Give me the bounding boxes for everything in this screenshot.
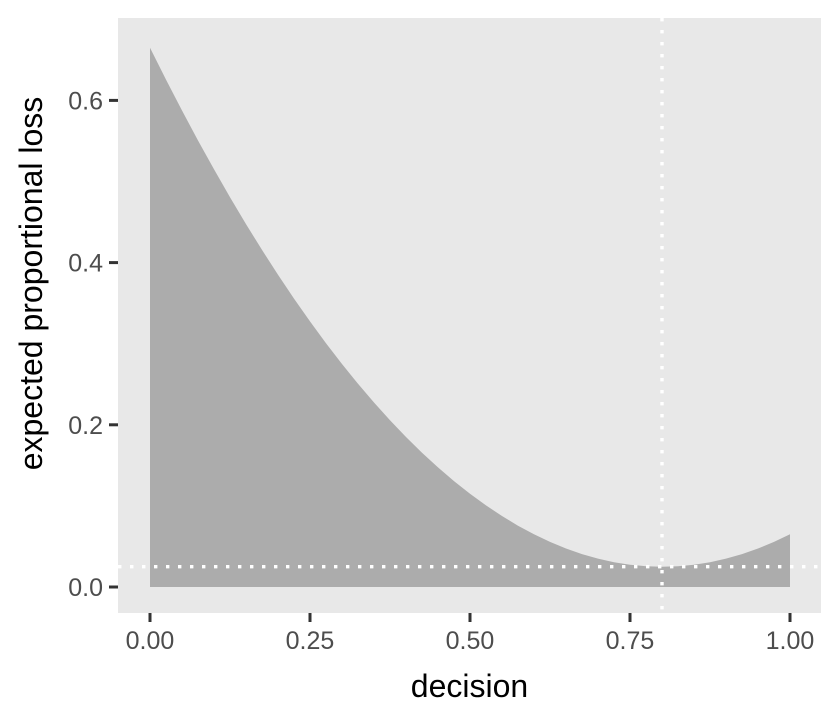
y-tick-label: 0.0 bbox=[68, 574, 103, 602]
x-tick-label: 0.25 bbox=[286, 627, 335, 655]
y-axis-tick-labels: 0.0 0.2 0.4 0.6 bbox=[68, 87, 103, 602]
x-axis-tick-labels: 0.00 0.25 0.50 0.75 1.00 bbox=[126, 627, 815, 655]
x-tick-label: 0.75 bbox=[606, 627, 655, 655]
x-axis-title: decision bbox=[411, 668, 528, 704]
x-axis-ticks bbox=[148, 613, 792, 622]
y-tick-label: 0.4 bbox=[68, 250, 103, 278]
y-tick-label: 0.6 bbox=[68, 87, 103, 115]
loss-area bbox=[150, 47, 790, 587]
y-tick-label: 0.2 bbox=[68, 412, 103, 440]
y-axis-title: expected proportional loss bbox=[13, 97, 49, 471]
x-tick-label: 0.50 bbox=[446, 627, 495, 655]
x-tick-label: 0.00 bbox=[126, 627, 175, 655]
x-tick-label: 1.00 bbox=[766, 627, 815, 655]
y-axis-ticks bbox=[109, 98, 118, 589]
